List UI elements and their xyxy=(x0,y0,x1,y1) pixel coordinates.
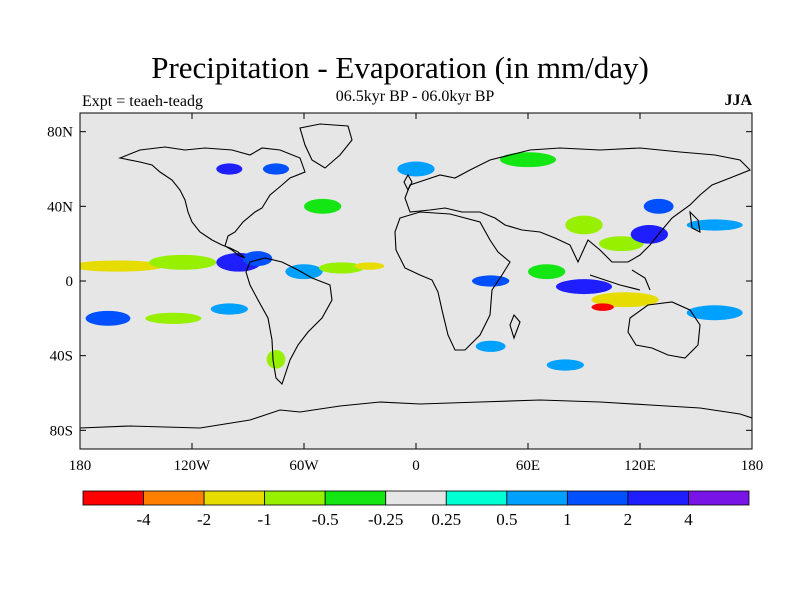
anomaly-region xyxy=(304,198,342,214)
x-tick-label: 120W xyxy=(174,458,212,474)
anomaly-region xyxy=(546,359,584,371)
anomaly-region xyxy=(475,340,506,352)
coast-british-isles xyxy=(403,173,413,192)
y-tick-label: 0 xyxy=(66,274,74,290)
anomaly-region xyxy=(262,163,290,175)
anomaly-region xyxy=(686,305,743,321)
colorbar-bin xyxy=(324,490,387,506)
map-title: Precipitation - Evaporation (in mm/day) xyxy=(151,50,649,85)
colorbar-label: 2 xyxy=(624,510,633,529)
colorbar-label: -0.5 xyxy=(312,510,339,529)
colorbar-bin xyxy=(385,490,447,506)
map-subtitle: 06.5kyr BP - 06.0kyr BP xyxy=(335,88,495,105)
anomaly-region xyxy=(85,310,131,326)
colorbar: -4 -2 -1 -0.5 -0.25 0.25 0.5 1 2 4 xyxy=(82,490,750,529)
coast-south-america xyxy=(245,257,333,386)
x-tick-label: 120E xyxy=(624,458,656,474)
anomaly-region xyxy=(556,279,612,295)
colorbar-bin xyxy=(264,490,326,506)
coast-africa xyxy=(394,211,511,351)
colorbar-bin xyxy=(688,490,750,506)
x-tick-label: 180 xyxy=(741,458,764,474)
anomaly-field xyxy=(80,152,743,371)
colorbar-bin xyxy=(506,490,568,506)
anomaly-region xyxy=(472,275,510,287)
anomaly-region xyxy=(149,254,217,270)
colorbar-label: 4 xyxy=(684,510,693,529)
coastlines xyxy=(80,123,752,429)
colorbar-bin xyxy=(82,490,144,506)
anomaly-region xyxy=(643,198,674,214)
anomaly-region xyxy=(528,264,566,280)
experiment-label: Expt = teaeh-teadg xyxy=(82,93,203,110)
colorbar-bin xyxy=(627,490,689,506)
y-tick-label: 80S xyxy=(50,423,73,439)
coast-australia xyxy=(627,301,701,359)
anomaly-region xyxy=(397,161,435,177)
colorbar-bin xyxy=(566,490,629,506)
colorbar-label: 0.25 xyxy=(431,510,461,529)
anomaly-region xyxy=(500,152,556,168)
anomaly-region xyxy=(598,236,644,252)
anomaly-region xyxy=(686,219,743,231)
anomaly-region xyxy=(216,163,243,175)
coast-japan xyxy=(689,210,701,233)
anomaly-region xyxy=(80,260,164,272)
coast-indonesia xyxy=(589,269,651,291)
anomaly-region xyxy=(565,215,603,235)
y-tick-label: 40N xyxy=(47,199,73,215)
colorbar-label: -0.25 xyxy=(368,510,403,529)
colorbar-bin xyxy=(445,490,508,506)
anomaly-region xyxy=(354,262,385,270)
anomaly-region xyxy=(630,225,668,244)
anomaly-region xyxy=(145,312,202,324)
anomaly-region xyxy=(591,292,659,308)
coast-north-america xyxy=(118,146,306,259)
colorbar-bin xyxy=(203,490,266,506)
coast-madagascar xyxy=(509,313,521,340)
colorbar-label: -4 xyxy=(136,510,151,529)
x-tick-label: 60W xyxy=(289,458,319,474)
y-tick-label: 40S xyxy=(50,349,73,365)
x-tick-label: 0 xyxy=(412,458,420,474)
coast-eurasia xyxy=(404,147,751,264)
coast-antarctica xyxy=(80,399,752,429)
y-tick-label: 80N xyxy=(47,125,73,141)
colorbar-label: 1 xyxy=(563,510,572,529)
colorbar-bin xyxy=(143,490,205,506)
x-tick-label: 60E xyxy=(516,458,540,474)
anomaly-region xyxy=(266,350,286,369)
season-label: JJA xyxy=(724,92,752,109)
x-tick-label: 180 xyxy=(69,458,92,474)
coast-greenland xyxy=(299,123,353,169)
colorbar-label: 0.5 xyxy=(496,510,517,529)
anomaly-region xyxy=(210,303,248,315)
anomaly-region xyxy=(591,303,614,311)
map-axes: 180 120W 60W 0 60E 120E 180 80N 40N 0 40S 80S xyxy=(47,113,763,474)
colorbar-label: -2 xyxy=(197,510,211,529)
colorbar-label: -1 xyxy=(258,510,272,529)
anomaly-region xyxy=(318,262,364,274)
